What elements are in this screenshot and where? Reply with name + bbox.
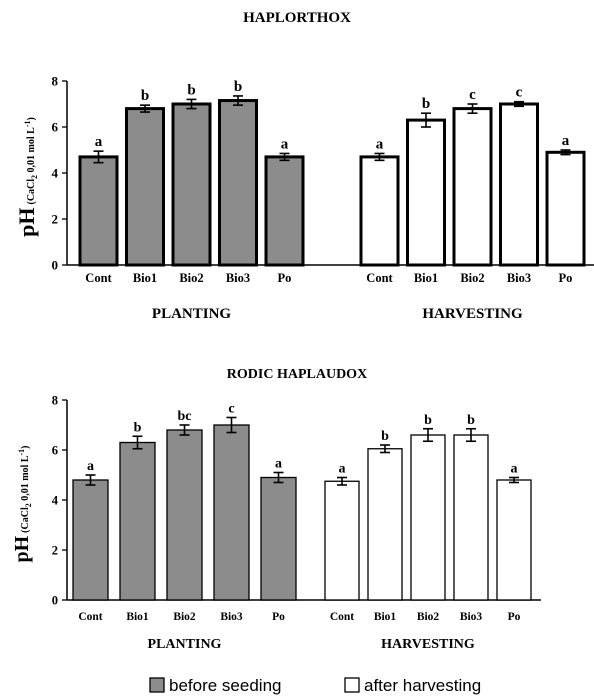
y-tick-label: 4 xyxy=(52,166,59,181)
y-axis-label-part: (CaCl xyxy=(20,507,31,533)
category-label: Po xyxy=(508,611,521,623)
category-label: Bio2 xyxy=(179,271,203,285)
significance-letter: b xyxy=(467,413,475,428)
y-axis-label-part: -1 xyxy=(23,120,32,127)
category-label: Bio1 xyxy=(126,611,149,623)
bar xyxy=(264,155,305,267)
bar xyxy=(260,476,297,601)
legend-label: after harvesting xyxy=(364,676,481,695)
y-axis-label-part: 0,01 mol L xyxy=(26,127,37,175)
bar xyxy=(78,155,119,267)
bar xyxy=(324,480,360,601)
significance-letter: a xyxy=(87,459,94,474)
group-label: HARVESTING xyxy=(381,637,475,652)
bar xyxy=(496,479,532,601)
significance-letter: a xyxy=(275,457,282,472)
y-axis-label-part: ) xyxy=(26,117,37,120)
y-axis-label: pH (CaCl2 0,01 mol L-1) xyxy=(14,117,39,237)
bar xyxy=(171,102,212,267)
significance-letter: b xyxy=(424,413,432,428)
category-label: Bio2 xyxy=(417,611,440,623)
bar xyxy=(218,99,258,267)
y-axis-label-part: (CaCl xyxy=(26,179,37,205)
significance-letter: a xyxy=(281,136,289,152)
significance-letter: a xyxy=(511,462,518,477)
chart-title: HAPLORTHOX xyxy=(243,10,351,26)
significance-letter: b xyxy=(422,96,430,112)
category-label: Bio2 xyxy=(173,611,196,623)
bar xyxy=(452,107,493,267)
y-axis-label-part: ) xyxy=(20,445,31,448)
significance-letter: b xyxy=(141,88,149,104)
group-label: HARVESTING xyxy=(422,306,523,322)
significance-letter: a xyxy=(339,462,346,477)
category-label: Po xyxy=(278,271,292,285)
category-label: Bio1 xyxy=(133,271,157,285)
significance-letter: b xyxy=(381,429,389,444)
y-tick-label: 6 xyxy=(52,444,58,458)
category-label: Bio3 xyxy=(220,611,243,623)
y-tick-label: 0 xyxy=(52,594,58,608)
y-axis-label-part: 0,01 mol L xyxy=(20,455,31,503)
significance-letter: c xyxy=(469,87,476,103)
y-tick-label: 8 xyxy=(52,74,59,89)
category-label: Cont xyxy=(78,611,102,623)
bar xyxy=(410,434,446,601)
significance-letter: c xyxy=(516,85,523,101)
category-label: Po xyxy=(559,271,573,285)
bar xyxy=(406,118,446,267)
bar xyxy=(119,441,156,601)
bar xyxy=(213,424,250,601)
significance-letter: a xyxy=(562,133,570,149)
category-label: Bio1 xyxy=(374,611,397,623)
significance-letter: c xyxy=(228,402,234,417)
bar xyxy=(125,107,165,267)
bar xyxy=(453,434,489,601)
legend-swatch xyxy=(149,677,165,693)
significance-letter: a xyxy=(95,134,103,150)
category-label: Bio1 xyxy=(414,271,438,285)
significance-letter: b xyxy=(187,82,195,98)
bar xyxy=(499,102,539,267)
y-axis-label-part: 2 xyxy=(30,175,39,179)
category-label: Cont xyxy=(330,611,354,623)
y-axis-label: pH (CaCl2 0,01 mol L-1) xyxy=(11,445,33,562)
y-axis-label-main: pH xyxy=(14,208,39,237)
significance-letter: a xyxy=(376,136,384,152)
y-tick-label: 4 xyxy=(52,494,59,508)
y-axis-label-main: pH xyxy=(11,535,33,562)
bar xyxy=(72,479,109,601)
y-tick-label: 2 xyxy=(52,544,58,558)
bar xyxy=(545,150,586,267)
y-tick-label: 2 xyxy=(52,212,59,227)
group-label: PLANTING xyxy=(148,637,222,652)
category-label: Po xyxy=(272,611,285,623)
y-tick-label: 8 xyxy=(52,394,58,408)
significance-letter: bc xyxy=(178,409,192,424)
category-label: Cont xyxy=(85,271,112,285)
category-label: Cont xyxy=(366,271,393,285)
y-tick-label: 0 xyxy=(52,258,59,273)
bar xyxy=(359,155,400,267)
bar xyxy=(367,448,403,601)
bar xyxy=(166,429,203,601)
category-label: Bio3 xyxy=(460,611,483,623)
category-label: Bio3 xyxy=(507,271,531,285)
category-label: Bio3 xyxy=(226,271,250,285)
legend-swatch xyxy=(344,677,360,693)
significance-letter: b xyxy=(234,79,242,95)
group-label: PLANTING xyxy=(152,306,232,322)
y-axis-label-part: 2 xyxy=(24,503,33,507)
legend: before seeding after harvesting xyxy=(149,676,481,695)
category-label: Bio2 xyxy=(460,271,484,285)
y-tick-label: 6 xyxy=(52,120,59,135)
legend-label: before seeding xyxy=(169,676,281,695)
y-axis-label-part: -1 xyxy=(17,449,26,456)
significance-letter: b xyxy=(134,420,142,435)
chart-title: RODIC HAPLAUDOX xyxy=(227,367,367,382)
